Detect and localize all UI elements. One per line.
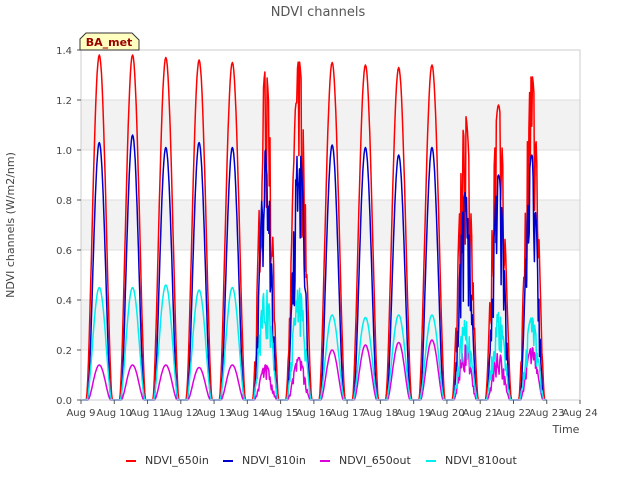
badge-box — [79, 32, 140, 51]
x-tick-label: Aug 9 — [66, 408, 95, 419]
badge-label: BA_met — [86, 36, 133, 49]
y-tick-label: 0.4 — [56, 296, 72, 307]
series-line-ndvi-810in — [81, 134, 547, 401]
y-axis-label: NDVI channels (W/m2/nm) — [4, 152, 17, 298]
x-tick-label: Aug 20 — [429, 408, 464, 419]
x-tick-label: Aug 14 — [230, 408, 265, 419]
series-line-ndvi-650in — [81, 54, 547, 401]
chart-title: NDVI channels — [271, 5, 366, 20]
plot-band — [81, 100, 580, 150]
y-tick-label: 1.2 — [56, 96, 72, 107]
series-line-ndvi-650out — [81, 339, 547, 401]
x-axis-label: Time — [552, 423, 580, 436]
x-tick-label: Aug 16 — [296, 408, 331, 419]
x-tick-label: Aug 23 — [529, 408, 564, 419]
legend-item: NDVI_810out — [426, 454, 517, 467]
y-axis-ticks: 0.0 0.2 0.4 0.6 0.8 1.0 1.2 1.4 — [56, 46, 81, 407]
legend-label: NDVI_810in — [242, 454, 306, 467]
legend: NDVI_650in NDVI_810in NDVI_650out NDVI_810o… — [126, 454, 517, 467]
x-tick-label: Aug 15 — [263, 408, 298, 419]
y-tick-label: 0.0 — [56, 396, 72, 407]
legend-label: NDVI_650in — [145, 454, 209, 467]
legend-label: NDVI_810out — [445, 454, 517, 467]
legend-item: NDVI_650in — [126, 454, 209, 467]
x-tick-label: Aug 11 — [130, 408, 165, 419]
x-tick-label: Aug 18 — [363, 408, 398, 419]
legend-label: NDVI_650out — [339, 454, 411, 467]
y-tick-label: 0.2 — [56, 346, 72, 357]
y-tick-label: 1.4 — [56, 46, 72, 57]
x-tick-label: Aug 24 — [562, 408, 597, 419]
legend-item: NDVI_810in — [223, 454, 306, 467]
x-tick-label: Aug 12 — [163, 408, 198, 419]
x-tick-label: Aug 21 — [462, 408, 497, 419]
plot-frame — [80, 49, 581, 401]
x-tick-label: Aug 19 — [396, 408, 431, 419]
legend-item: NDVI_650out — [320, 454, 411, 467]
series-line-ndvi-810out — [81, 284, 547, 401]
x-tick-label: Aug 10 — [97, 408, 132, 419]
x-tick-label: Aug 17 — [329, 408, 364, 419]
y-tick-label: 0.6 — [56, 246, 72, 257]
badge: BA_met — [79, 32, 140, 51]
y-tick-label: 1.0 — [56, 146, 72, 157]
y-tick-label: 0.8 — [56, 196, 72, 207]
x-tick-label: Aug 13 — [196, 408, 231, 419]
x-tick-label: Aug 22 — [496, 408, 531, 419]
series-lines — [81, 54, 547, 401]
